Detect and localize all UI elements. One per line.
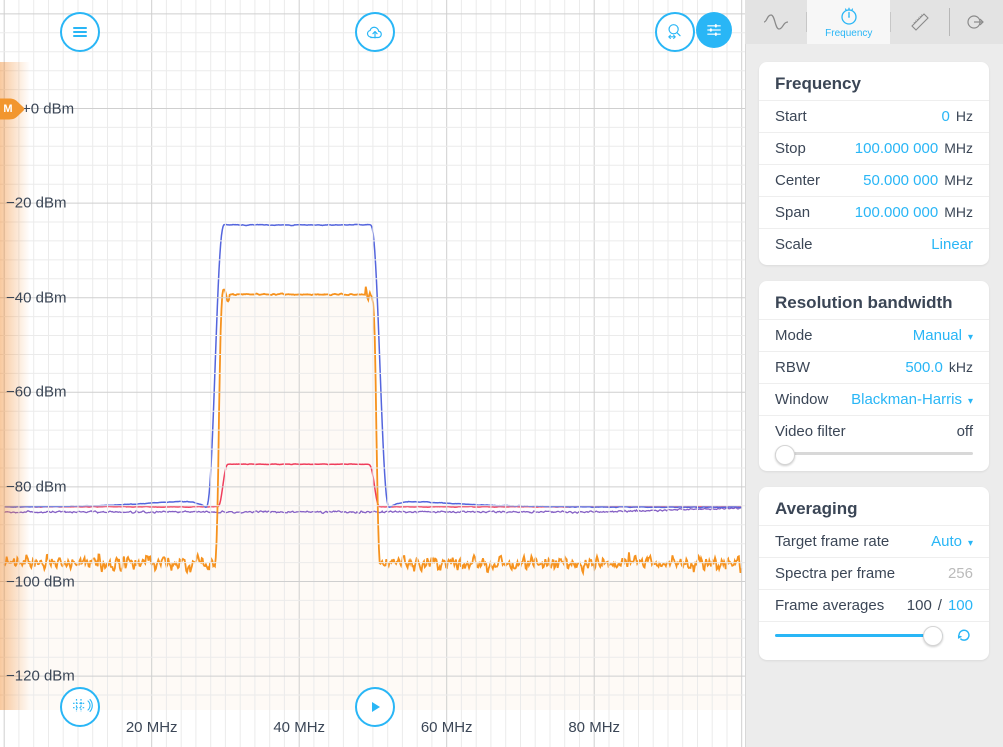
svg-text:M: M xyxy=(3,103,12,115)
